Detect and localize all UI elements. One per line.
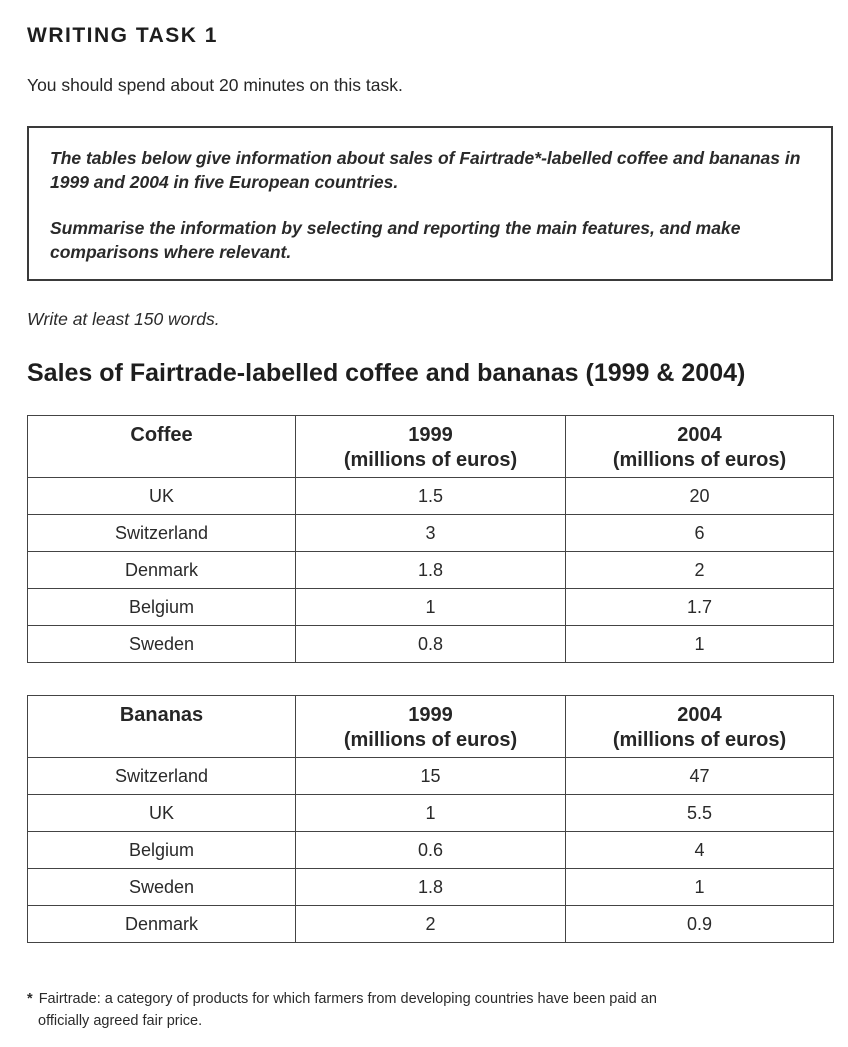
table-row: Belgium 0.6 4 — [27, 831, 834, 869]
table-row: Belgium 1 1.7 — [27, 588, 834, 626]
header-product-label: Bananas — [119, 704, 204, 726]
coffee-sales-table: Coffee 1999 (millions of euros) 2004 (mill… — [27, 415, 834, 663]
header-1999: 1999 (millions of euros) — [295, 415, 566, 478]
value-1999-cell: 2 — [295, 905, 566, 943]
table-header-row: Coffee 1999 (millions of euros) 2004 (mill… — [27, 415, 834, 478]
table-row: Sweden 0.8 1 — [27, 625, 834, 663]
country-cell: Sweden — [27, 625, 296, 663]
country-cell: Denmark — [27, 551, 296, 589]
table-row: Denmark 1.8 2 — [27, 551, 834, 589]
header-product: Bananas — [27, 695, 296, 758]
table-header-row: Bananas 1999 (millions of euros) 2004 (mil… — [27, 695, 834, 758]
header-2004: 2004 (millions of euros) — [565, 415, 834, 478]
country-cell: Switzerland — [27, 514, 296, 552]
header-year-label: 2004 — [677, 704, 722, 726]
header-unit-label: (millions of euros) — [612, 729, 787, 751]
value-1999-cell: 0.8 — [295, 625, 566, 663]
time-instruction: You should spend about 20 minutes on thi… — [27, 75, 403, 95]
header-year-label: 2004 — [677, 424, 722, 446]
value-2004-cell: 1 — [565, 868, 834, 906]
table-row: Sweden 1.8 1 — [27, 868, 834, 906]
value-2004-cell: 5.5 — [565, 794, 834, 832]
table-row: Switzerland 3 6 — [27, 514, 834, 552]
value-1999-cell: 1.8 — [295, 868, 566, 906]
country-cell: Denmark — [27, 905, 296, 943]
value-2004-cell: 2 — [565, 551, 834, 589]
word-count-instruction: Write at least 150 words. — [27, 309, 220, 329]
value-1999-cell: 0.6 — [295, 831, 566, 869]
header-year-label: 1999 — [408, 704, 453, 726]
header-product-label: Coffee — [130, 424, 193, 446]
footnote-line-1: Fairtrade: a category of products for wh… — [38, 991, 657, 1007]
value-1999-cell: 15 — [295, 757, 566, 795]
bananas-sales-table: Bananas 1999 (millions of euros) 2004 (mil… — [27, 695, 834, 943]
country-cell: Belgium — [27, 588, 296, 626]
table-row: Switzerland 15 47 — [27, 757, 834, 795]
country-cell: Belgium — [27, 831, 296, 869]
task-prompt-box: The tables below give information about … — [27, 126, 833, 281]
header-1999: 1999 (millions of euros) — [295, 695, 566, 758]
country-cell: UK — [27, 794, 296, 832]
country-cell: Switzerland — [27, 757, 296, 795]
value-1999-cell: 1.5 — [295, 477, 566, 515]
table-row: Denmark 2 0.9 — [27, 905, 834, 943]
value-2004-cell: 1 — [565, 625, 834, 663]
value-1999-cell: 3 — [295, 514, 566, 552]
header-unit-label: (millions of euros) — [343, 449, 518, 471]
tables-title: Sales of Fairtrade-labelled coffee and b… — [27, 359, 746, 387]
country-cell: UK — [27, 477, 296, 515]
value-2004-cell: 20 — [565, 477, 834, 515]
header-2004: 2004 (millions of euros) — [565, 695, 834, 758]
value-2004-cell: 4 — [565, 831, 834, 869]
task-prompt-paragraph-1: The tables below give information about … — [50, 148, 801, 192]
country-cell: Sweden — [27, 868, 296, 906]
header-product: Coffee — [27, 415, 296, 478]
value-1999-cell: 1.8 — [295, 551, 566, 589]
task-prompt-paragraph-2: Summarise the information by selecting a… — [50, 218, 741, 262]
header-unit-label: (millions of euros) — [343, 729, 518, 751]
value-1999-cell: 1 — [295, 794, 566, 832]
value-1999-cell: 1 — [295, 588, 566, 626]
value-2004-cell: 1.7 — [565, 588, 834, 626]
value-2004-cell: 0.9 — [565, 905, 834, 943]
header-year-label: 1999 — [408, 424, 453, 446]
footnote-line-2: officially agreed fair price. — [38, 1013, 203, 1029]
fairtrade-footnote: * Fairtrade: a category of products for … — [27, 988, 817, 1032]
table-row: UK 1.5 20 — [27, 477, 834, 515]
value-2004-cell: 6 — [565, 514, 834, 552]
table-row: UK 1 5.5 — [27, 794, 834, 832]
value-2004-cell: 47 — [565, 757, 834, 795]
header-unit-label: (millions of euros) — [612, 449, 787, 471]
task-heading: WRITING TASK 1 — [27, 24, 218, 47]
footnote-asterisk: * — [27, 991, 33, 1007]
